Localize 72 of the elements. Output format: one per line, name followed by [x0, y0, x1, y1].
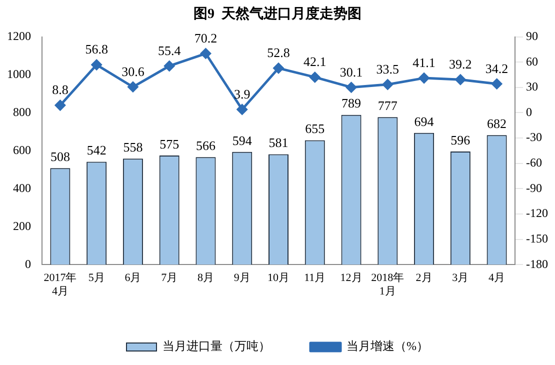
point [236, 104, 248, 115]
y-tick-label: 0 [25, 256, 31, 271]
point [91, 60, 102, 70]
point [200, 48, 211, 59]
data-label: 34.2 [485, 60, 508, 76]
point [492, 78, 502, 90]
data-label: 33.5 [376, 61, 400, 76]
y2-tick-label: 90 [526, 28, 538, 43]
x-tick-label: 3月 [452, 272, 469, 284]
y-tick-label: 200 [13, 218, 31, 233]
x-tick-label: 2月 [416, 272, 432, 284]
data-label: 655 [305, 121, 325, 136]
data-label: 30.6 [122, 64, 145, 79]
data-label: 542 [86, 142, 106, 158]
point [164, 60, 175, 72]
y2-tick-label: -120 [526, 206, 548, 220]
x-tick-label: 5月 [88, 272, 105, 284]
y2-tick-label: -60 [526, 156, 542, 170]
point [418, 72, 430, 84]
x-tick-label: 6月 [124, 272, 142, 284]
y2-tick-label: -30 [526, 130, 542, 144]
data-label: 777 [378, 98, 398, 114]
y2-tick-label: 0 [526, 104, 532, 119]
chart-title: 图9 天然气进口月度走势图 [194, 5, 362, 22]
point [273, 62, 284, 74]
data-label: 30.1 [340, 64, 363, 80]
legend-label: 当月增速（%） [346, 339, 428, 354]
y2-tick-label: -150 [526, 231, 548, 246]
point [128, 82, 138, 92]
x-tick-label: 9月 [234, 272, 250, 284]
data-label: 575 [160, 136, 180, 152]
data-label: 682 [487, 116, 507, 132]
x-tick-label: 10月 [268, 272, 290, 284]
y2-tick-label: 60 [526, 54, 538, 68]
y2-tick-label: -90 [526, 180, 542, 195]
x-tick-label: 2018年1月 [371, 272, 404, 298]
point [346, 82, 357, 93]
point [382, 79, 393, 90]
data-label: 558 [123, 140, 143, 155]
x-tick-label: 4月 [488, 272, 506, 284]
x-tick-label: 11月 [304, 272, 326, 284]
y2-tick-label: -180 [526, 256, 548, 271]
data-label: 581 [268, 135, 288, 150]
data-label: 3.9 [234, 86, 250, 102]
point [54, 100, 66, 111]
data-label: 789 [342, 96, 362, 111]
x-tick-label: 2017年4月 [44, 272, 77, 298]
data-label: 55.4 [158, 42, 182, 58]
y-tick-label: 600 [13, 142, 31, 157]
point [310, 72, 320, 82]
data-label: 566 [196, 138, 216, 154]
data-label: 41.1 [412, 54, 436, 70]
data-label: 56.8 [85, 42, 108, 57]
y-tick-label: 1000 [7, 66, 31, 81]
legend-label: 当月进口量（万吨） [162, 339, 270, 354]
y-tick-label: 1200 [7, 28, 31, 43]
y-tick-label: 800 [13, 104, 31, 119]
data-label: 594 [232, 132, 252, 148]
data-label: 596 [450, 132, 471, 148]
data-label: 508 [50, 149, 70, 164]
point [455, 74, 466, 85]
data-label: 8.8 [52, 82, 68, 98]
data-label: 70.2 [194, 30, 218, 46]
x-tick-label: 12月 [340, 272, 362, 284]
y2-tick-label: 30 [526, 80, 538, 94]
data-label: 39.2 [449, 56, 472, 72]
x-tick-label: 7月 [161, 272, 178, 284]
x-tick-label: 8月 [197, 272, 214, 284]
data-label: 52.8 [267, 45, 290, 60]
data-label: 42.1 [304, 54, 326, 70]
y-tick-label: 400 [13, 180, 31, 195]
data-label: 694 [414, 114, 434, 129]
